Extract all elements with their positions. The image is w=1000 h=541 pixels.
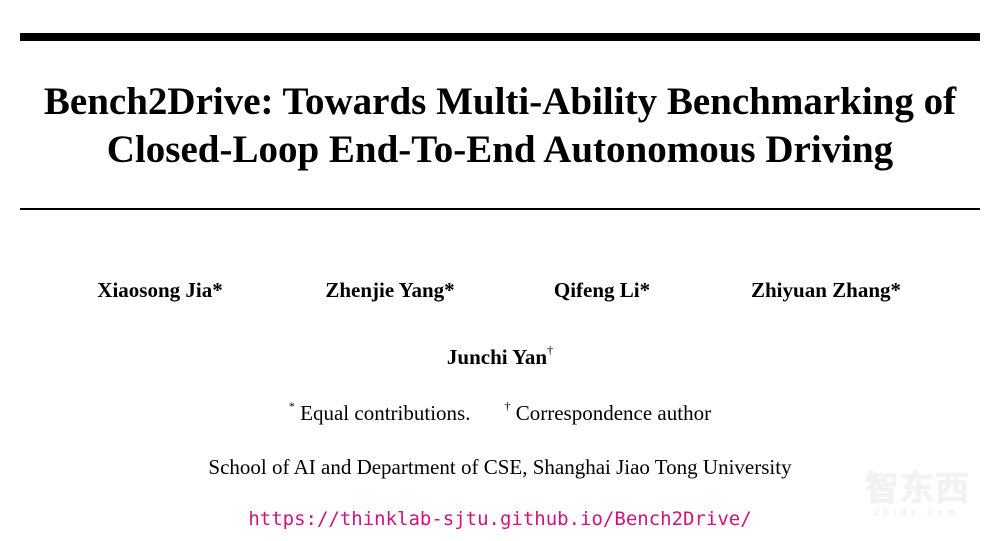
title-line-2: Closed-Loop End-To-End Autonomous Drivin… bbox=[106, 128, 894, 171]
affiliation: School of AI and Department of CSE, Shan… bbox=[208, 455, 792, 479]
author: Qifeng Li* bbox=[553, 278, 651, 302]
top-rule bbox=[20, 33, 980, 41]
author: Zhenjie Yang* bbox=[325, 278, 455, 302]
author: Xiaosong Jia* bbox=[97, 278, 223, 302]
footnotes: * Equal contributions. † Correspondence a… bbox=[288, 399, 712, 425]
bottom-rule bbox=[20, 208, 980, 210]
watermark-logo: 智东西 zhidx.com bbox=[865, 469, 970, 517]
author: Junchi Yan† bbox=[446, 343, 554, 369]
project-url-link[interactable]: https://thinklab-sjtu.github.io/Bench2Dr… bbox=[248, 508, 752, 530]
paper-title: Bench2Drive: Towards Multi-Ability Bench… bbox=[0, 78, 1000, 174]
author: Zhiyuan Zhang* bbox=[751, 278, 901, 302]
title-line-1: Bench2Drive: Towards Multi-Ability Bench… bbox=[43, 80, 957, 123]
